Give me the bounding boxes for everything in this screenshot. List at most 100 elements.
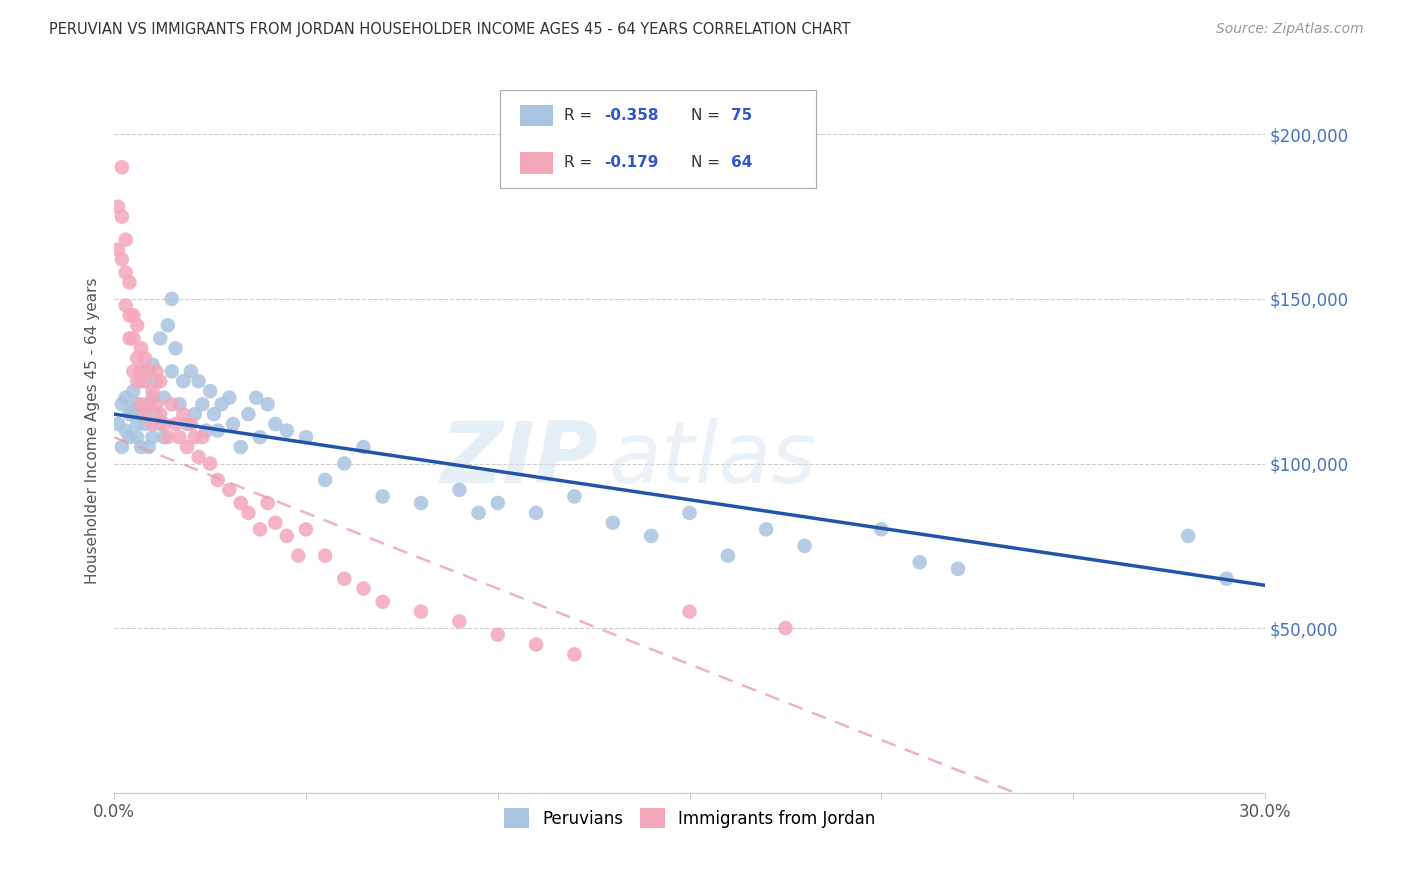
Point bbox=[129, 341, 152, 355]
Text: N =: N = bbox=[690, 155, 724, 170]
Point bbox=[172, 374, 194, 388]
Point bbox=[145, 364, 167, 378]
Text: 64: 64 bbox=[731, 155, 752, 170]
Point bbox=[134, 374, 156, 388]
Point bbox=[114, 233, 136, 247]
Y-axis label: Householder Income Ages 45 - 64 years: Householder Income Ages 45 - 64 years bbox=[86, 277, 100, 584]
Point bbox=[755, 522, 778, 536]
Point bbox=[640, 529, 662, 543]
Point bbox=[145, 407, 167, 421]
Text: N =: N = bbox=[690, 108, 724, 123]
Point bbox=[114, 298, 136, 312]
Point bbox=[134, 407, 156, 421]
Point bbox=[775, 621, 797, 635]
Point bbox=[195, 424, 218, 438]
Point bbox=[145, 374, 167, 388]
Point bbox=[222, 417, 245, 431]
Point bbox=[180, 364, 202, 378]
Point bbox=[333, 572, 356, 586]
Point bbox=[524, 506, 547, 520]
Point bbox=[129, 397, 152, 411]
Point bbox=[134, 364, 156, 378]
FancyBboxPatch shape bbox=[520, 104, 553, 127]
Point bbox=[207, 424, 229, 438]
Point bbox=[218, 483, 240, 497]
Point bbox=[295, 522, 318, 536]
Point bbox=[202, 407, 225, 421]
Point bbox=[114, 424, 136, 438]
Text: R =: R = bbox=[564, 108, 598, 123]
Point bbox=[449, 483, 471, 497]
Point bbox=[264, 417, 287, 431]
Point bbox=[256, 496, 278, 510]
Point bbox=[249, 430, 271, 444]
Point bbox=[160, 292, 183, 306]
Point bbox=[187, 450, 209, 464]
Point bbox=[153, 417, 176, 431]
Point bbox=[122, 364, 145, 378]
Point bbox=[111, 161, 134, 175]
Point bbox=[165, 417, 187, 431]
Point bbox=[524, 638, 547, 652]
Point bbox=[111, 440, 134, 454]
Point bbox=[564, 490, 586, 504]
Point bbox=[946, 562, 969, 576]
Point bbox=[127, 318, 149, 333]
Point bbox=[295, 430, 318, 444]
Text: -0.179: -0.179 bbox=[605, 155, 659, 170]
Point bbox=[409, 496, 432, 510]
Point bbox=[149, 331, 172, 345]
Point bbox=[153, 430, 176, 444]
Point bbox=[198, 457, 221, 471]
Point bbox=[184, 407, 207, 421]
Point bbox=[111, 397, 134, 411]
Point bbox=[264, 516, 287, 530]
Point bbox=[371, 490, 394, 504]
Point bbox=[276, 424, 298, 438]
Point bbox=[287, 549, 309, 563]
Legend: Peruvians, Immigrants from Jordan: Peruvians, Immigrants from Jordan bbox=[498, 801, 882, 835]
Point bbox=[141, 430, 163, 444]
Point bbox=[467, 506, 489, 520]
Point bbox=[107, 200, 129, 214]
Point bbox=[111, 210, 134, 224]
Point bbox=[138, 364, 160, 378]
Point bbox=[333, 457, 356, 471]
Point bbox=[249, 522, 271, 536]
Point bbox=[156, 318, 179, 333]
Point bbox=[122, 404, 145, 418]
Point bbox=[218, 391, 240, 405]
Point bbox=[486, 496, 509, 510]
Point bbox=[122, 331, 145, 345]
Point bbox=[409, 605, 432, 619]
Point bbox=[138, 397, 160, 411]
Point bbox=[908, 555, 931, 569]
Point bbox=[129, 374, 152, 388]
Point bbox=[122, 384, 145, 398]
Point bbox=[1215, 572, 1237, 586]
Point bbox=[176, 440, 198, 454]
Point bbox=[191, 430, 214, 444]
Point bbox=[141, 417, 163, 431]
Point bbox=[149, 417, 172, 431]
Point bbox=[149, 374, 172, 388]
Point bbox=[870, 522, 893, 536]
Point bbox=[276, 529, 298, 543]
Point bbox=[114, 391, 136, 405]
Point bbox=[353, 440, 375, 454]
Point bbox=[134, 351, 156, 366]
Point bbox=[191, 397, 214, 411]
Point bbox=[238, 506, 260, 520]
Point bbox=[114, 266, 136, 280]
Point bbox=[118, 407, 141, 421]
Point bbox=[353, 582, 375, 596]
Point bbox=[118, 276, 141, 290]
Point bbox=[238, 407, 260, 421]
Point bbox=[149, 407, 172, 421]
Point bbox=[127, 397, 149, 411]
Point bbox=[138, 397, 160, 411]
FancyBboxPatch shape bbox=[520, 152, 553, 174]
Point bbox=[449, 615, 471, 629]
Point bbox=[172, 407, 194, 421]
Point bbox=[1177, 529, 1199, 543]
